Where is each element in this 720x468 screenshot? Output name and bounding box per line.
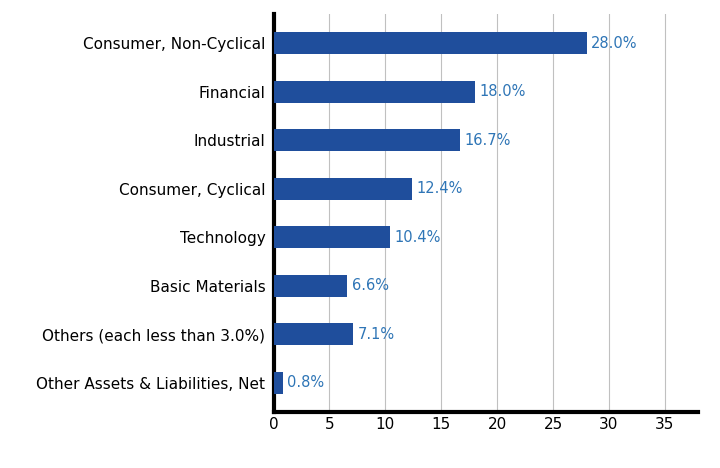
Bar (274, 178, 413, 199)
Text: 12.4%: 12.4% (417, 181, 463, 196)
Text: 7.1%: 7.1% (357, 327, 395, 342)
Bar (274, 227, 390, 248)
Bar (274, 129, 460, 151)
Text: 18.0%: 18.0% (480, 84, 526, 99)
Text: 10.4%: 10.4% (395, 230, 441, 245)
Bar (274, 32, 587, 54)
Bar (274, 80, 474, 102)
Text: 6.6%: 6.6% (352, 278, 389, 293)
Text: 16.7%: 16.7% (465, 132, 511, 147)
Bar (274, 323, 353, 345)
Bar (274, 275, 347, 297)
Bar (274, 372, 282, 394)
Text: 28.0%: 28.0% (591, 36, 638, 51)
Text: 0.8%: 0.8% (287, 375, 324, 390)
